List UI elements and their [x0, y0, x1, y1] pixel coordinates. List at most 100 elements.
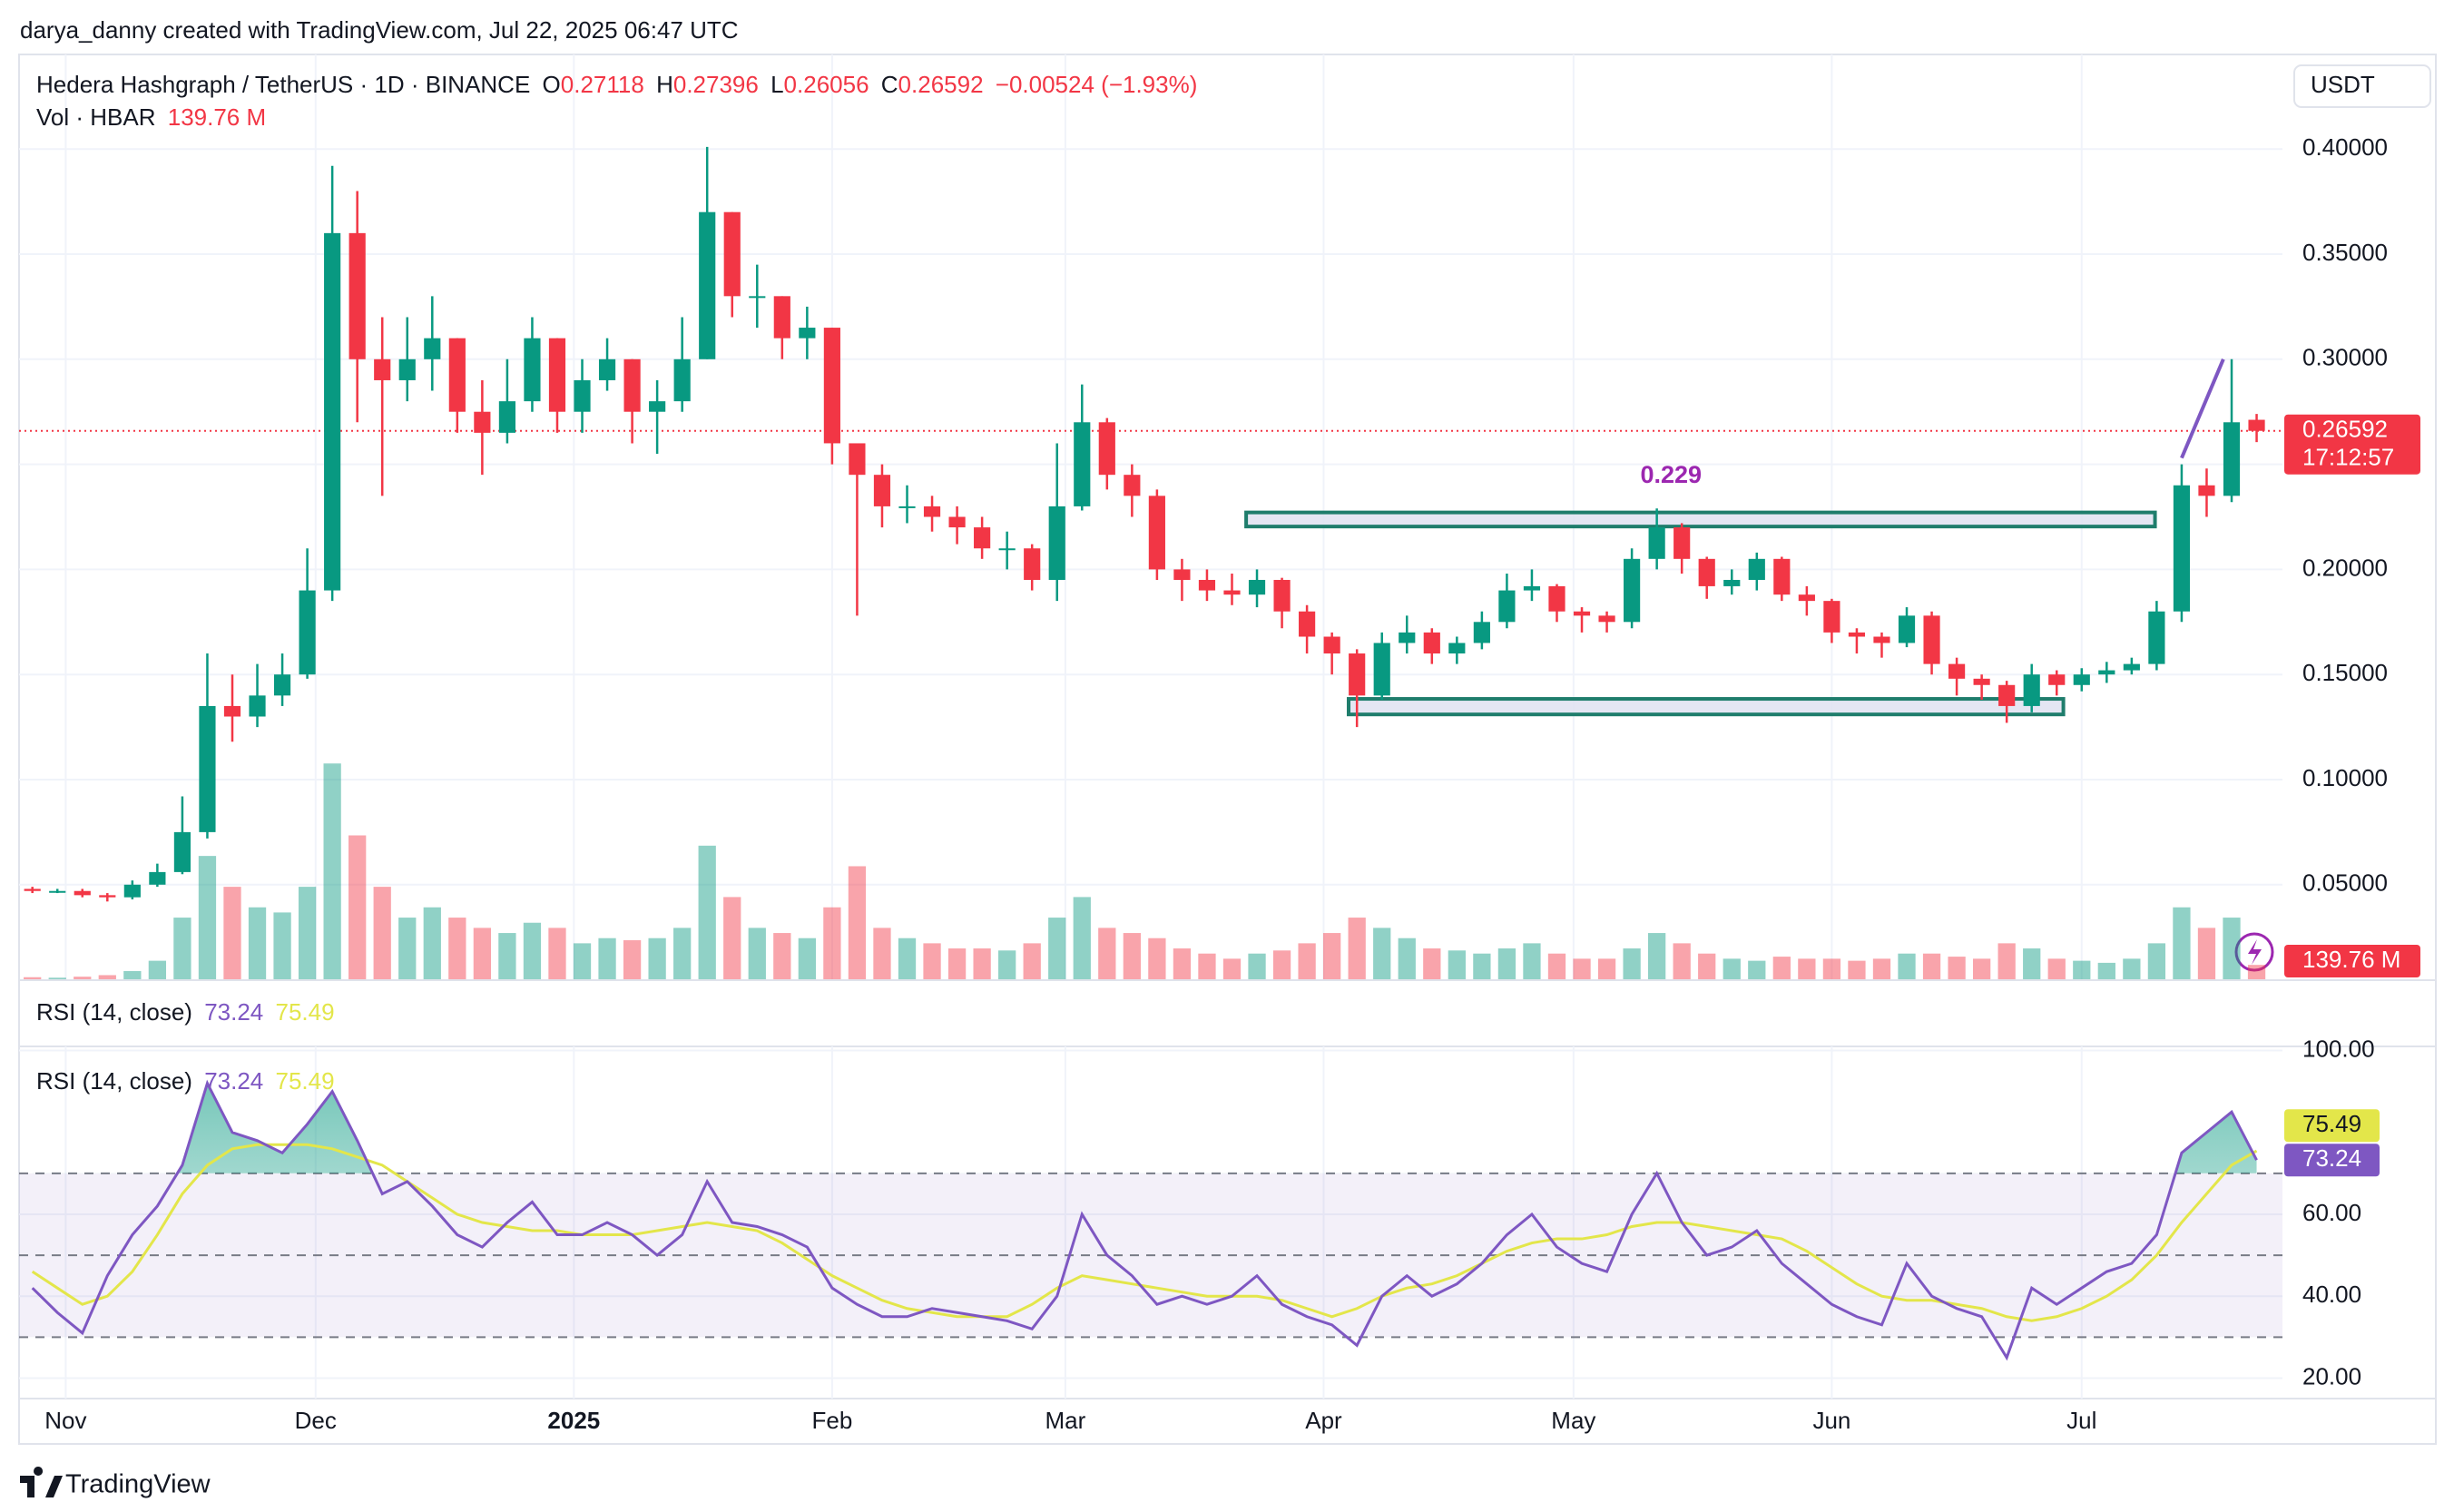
- candle-body: [649, 401, 666, 412]
- volume-bar: [1048, 918, 1066, 979]
- candle-body: [2098, 670, 2115, 675]
- volume-bar: [1473, 953, 1491, 979]
- volume-bar: [2023, 948, 2041, 979]
- rsi-tick-label: 100.00: [2302, 1035, 2375, 1062]
- volume-bar: [1448, 950, 1466, 979]
- volume-legend: Vol · HBAR 139.76 M: [36, 103, 271, 132]
- candle-body: [2123, 663, 2140, 671]
- change: −0.00524 (−1.93%): [995, 71, 1198, 98]
- rsi-legend: RSI (14, close) 73.24 75.49: [36, 1067, 340, 1095]
- candle-body: [1948, 663, 1966, 679]
- ohlc-key: L: [770, 71, 784, 98]
- candle-body: [1873, 636, 1890, 643]
- candle-body: [1848, 632, 1866, 637]
- volume-bar: [1673, 943, 1691, 979]
- volume-bar: [947, 948, 967, 979]
- candle-body: [424, 338, 441, 359]
- y-tick-label: 0.20000: [2302, 554, 2388, 581]
- volume-bar: [698, 845, 716, 979]
- volume-bar: [1373, 928, 1391, 979]
- candle-body: [1973, 678, 1990, 685]
- candle-body: [249, 695, 266, 717]
- volume-bar: [673, 928, 692, 979]
- candle-body: [99, 895, 116, 898]
- candle-body: [1748, 558, 1765, 580]
- candle-body: [123, 884, 141, 898]
- volume-bar: [1748, 960, 1766, 979]
- candle-body: [498, 401, 515, 433]
- volume-bar: [398, 918, 417, 979]
- volume-bar: [223, 887, 241, 979]
- ohlc-value: 0.26056: [783, 71, 869, 98]
- rsi-ma-value: 75.49: [275, 998, 335, 1026]
- rsi-title: RSI (14, close): [36, 998, 192, 1026]
- volume-title: Vol · HBAR: [36, 103, 156, 131]
- volume-bar: [848, 866, 867, 979]
- rsi-ma-badge-label: 75.49: [2302, 1110, 2361, 1137]
- volume-bar: [523, 922, 542, 979]
- x-tick-label: Apr: [1305, 1407, 1342, 1434]
- volume-bar: [923, 943, 941, 979]
- candle-body: [1523, 585, 1541, 591]
- rsi-value: 73.24: [204, 998, 264, 1026]
- candle-body: [1124, 475, 1141, 496]
- volume-bar: [1898, 953, 1916, 979]
- volume-bar: [1972, 958, 1991, 979]
- ohlc-key: C: [880, 71, 898, 98]
- x-tick-label: Jun: [1812, 1407, 1850, 1434]
- volume-bar: [448, 918, 466, 979]
- ohlc-key: O: [542, 71, 561, 98]
- volume-value: 139.76 M: [167, 103, 267, 131]
- candle-body: [1998, 684, 2016, 706]
- volume-bar: [998, 950, 1016, 979]
- candle-body: [873, 475, 891, 506]
- volume-bar: [1098, 928, 1116, 979]
- candle-body: [799, 328, 816, 339]
- price-badge-label: 0.26592: [2302, 416, 2388, 443]
- volume-bar: [773, 933, 791, 979]
- volume-bar: [1648, 933, 1666, 979]
- candle-body: [348, 232, 366, 359]
- brand-logo: [20, 1467, 63, 1497]
- volume-bar: [723, 897, 741, 979]
- candle-body: [49, 890, 66, 893]
- volume-bar: [148, 960, 167, 979]
- volume-bar: [273, 912, 291, 979]
- candle-body: [74, 890, 91, 896]
- countdown-label: 17:12:57: [2302, 444, 2394, 471]
- volume-bar: [798, 938, 816, 979]
- rsi-line: [31, 1079, 2258, 1361]
- candle-body: [1198, 579, 1216, 591]
- volume-bar: [1073, 897, 1091, 979]
- x-tick-label: Dec: [295, 1407, 337, 1434]
- volume-bar: [1698, 953, 1716, 979]
- volume-bar: [1423, 948, 1441, 979]
- volume-bar: [623, 939, 642, 979]
- candle-body: [1048, 506, 1065, 580]
- volume-bar: [2073, 960, 2091, 979]
- currency-label[interactable]: USDT: [2311, 71, 2375, 98]
- volume-bar: [1573, 958, 1591, 979]
- candle-body: [474, 411, 491, 433]
- candle-body: [324, 232, 341, 591]
- candle-body: [1498, 590, 1516, 623]
- candle-body: [1624, 558, 1641, 623]
- y-tick-label: 0.15000: [2302, 659, 2388, 686]
- volume-bar: [1272, 950, 1291, 979]
- candle-body: [1598, 615, 1615, 623]
- volume-bar: [1597, 958, 1616, 979]
- trend-line: [2180, 358, 2225, 459]
- candle-body: [273, 674, 291, 696]
- candle-body: [1448, 643, 1466, 654]
- candle-body: [199, 705, 216, 832]
- volume-bar: [323, 763, 341, 979]
- volume-bar: [2097, 962, 2115, 979]
- candle-body: [1798, 594, 1815, 602]
- currency-button[interactable]: [2293, 64, 2431, 108]
- brand-name: TradingView: [65, 1470, 211, 1499]
- volume-bar: [373, 887, 391, 979]
- candle-body: [448, 338, 466, 412]
- y-tick-label: 0.35000: [2302, 239, 2388, 266]
- volume-bar: [298, 887, 317, 979]
- volume-bar: [1772, 957, 1791, 979]
